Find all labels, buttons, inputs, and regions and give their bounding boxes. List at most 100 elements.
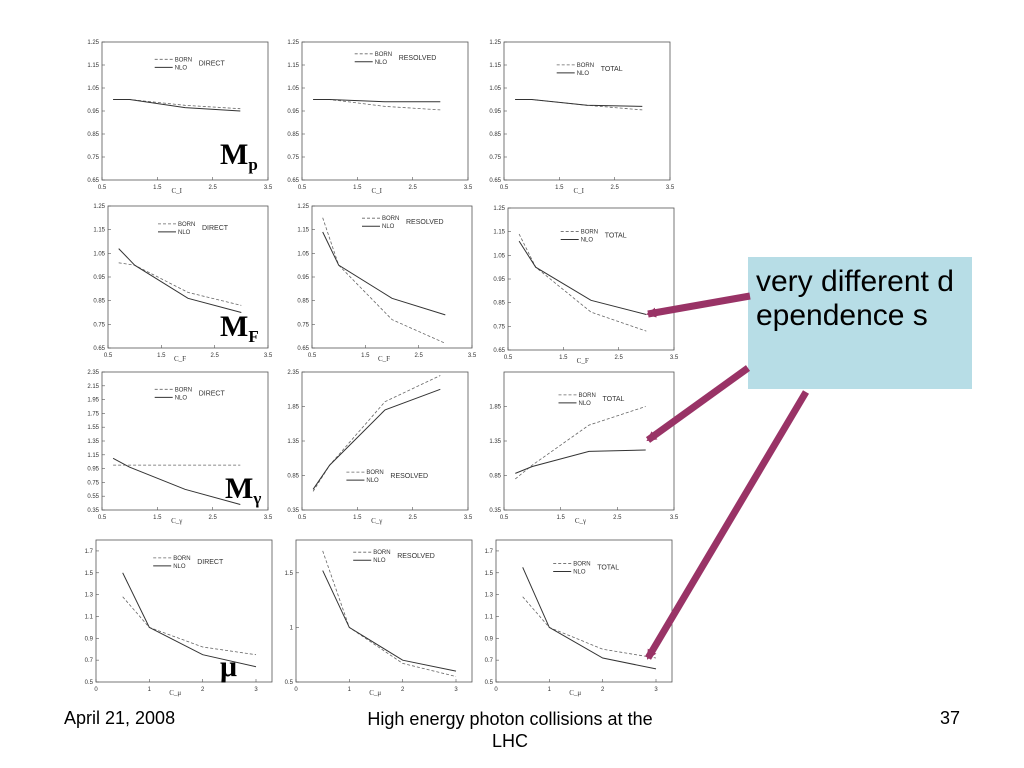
y-tick-label: 1.05: [489, 86, 501, 92]
chart-title: DIRECT: [199, 60, 226, 67]
chart-panel-MF-total: 0.65 0.75 0.85 0.95 1.05 1.15 1.25 0.5 1.5 2.5 3.5…: [493, 206, 679, 365]
x-axis-label: C_I: [573, 187, 584, 195]
chart-panel-Mgamma-direct: 0.35 0.55 0.75 0.95 1.15 1.35 1.55 1.75 1.95 2.15…: [87, 370, 273, 525]
y-tick-label: 1.05: [297, 251, 309, 257]
y-tick-label: 0.7: [485, 658, 494, 664]
x-tick-label: 2.5: [408, 515, 417, 521]
series-line-nlo: [322, 231, 446, 316]
x-tick-label: 2.5: [613, 515, 622, 521]
x-tick-label: 1: [348, 687, 352, 693]
y-tick-label: 0.75: [87, 480, 99, 486]
series-line-nlo: [122, 572, 257, 668]
series-line-nlo: [515, 449, 646, 474]
series-line-born: [322, 550, 457, 677]
series-line-born: [122, 596, 257, 656]
y-tick-label: 1.75: [87, 411, 99, 417]
x-tick-label: 0.5: [98, 515, 107, 521]
legend-born-label: BORN: [173, 556, 190, 562]
y-tick-label: 0.35: [287, 508, 299, 514]
y-tick-label: 1.35: [87, 439, 99, 445]
y-tick-label: 1.25: [489, 40, 501, 46]
legend-born-label: BORN: [175, 57, 192, 63]
legend-nlo-label: NLO: [579, 401, 592, 407]
y-tick-label: 0.85: [287, 132, 299, 138]
y-tick-label: 0.75: [87, 155, 99, 161]
y-tick-label: 1.15: [493, 230, 505, 236]
legend-nlo-label: NLO: [366, 478, 379, 484]
y-tick-label: 0.35: [489, 508, 501, 514]
legend-born-label: BORN: [373, 550, 390, 556]
y-tick-label: 0.75: [297, 322, 309, 328]
y-tick-label: 1.15: [287, 63, 299, 69]
chart-title: TOTAL: [601, 66, 623, 73]
y-tick-label: 0.95: [87, 467, 99, 473]
y-tick-label: 2.35: [87, 370, 99, 376]
y-tick-label: 1.25: [87, 40, 99, 46]
y-tick-label: 0.5: [285, 680, 294, 686]
scale-label-mp: Mp: [220, 138, 258, 174]
y-tick-label: 1.15: [87, 453, 99, 459]
x-tick-label: 3.5: [670, 355, 679, 361]
x-tick-label: 0.5: [500, 185, 509, 191]
x-tick-label: 2.5: [414, 353, 423, 359]
x-tick-label: 3.5: [264, 515, 273, 521]
x-tick-label: 2: [201, 687, 205, 693]
y-tick-label: 2.15: [87, 384, 99, 390]
plot-frame: [495, 539, 673, 683]
x-tick-label: 0: [494, 687, 498, 693]
x-axis-label: C_F: [174, 355, 186, 363]
chart-title: TOTAL: [603, 396, 625, 403]
legend-nlo-label: NLO: [175, 395, 188, 401]
x-tick-label: 3.5: [670, 515, 679, 521]
legend-nlo-label: NLO: [581, 238, 594, 244]
legend-born-label: BORN: [375, 52, 392, 58]
x-axis-label: C_μ: [569, 689, 581, 697]
legend-nlo-label: NLO: [175, 65, 188, 71]
chart-panel-Mp-resolved: 0.65 0.75 0.85 0.95 1.05 1.15 1.25 0.5 1.5 2.5 3.5…: [287, 40, 473, 195]
legend: BORN NLO RESOLVED: [362, 216, 444, 230]
legend-nlo-label: NLO: [577, 71, 590, 77]
legend-nlo-label: NLO: [382, 224, 395, 230]
y-tick-label: 1.5: [85, 571, 94, 577]
chart-panel-mu-resolved: 0.5 1 1.5 0 1 2 3 C_μ BORN NLO RESOLVED: [285, 539, 473, 697]
footer-title: High energy photon collisions at the LHC: [367, 709, 653, 751]
legend-born-label: BORN: [573, 562, 590, 568]
x-tick-label: 1.5: [157, 353, 166, 359]
y-tick-label: 0.75: [493, 324, 505, 330]
x-tick-label: 2.5: [614, 355, 623, 361]
plot-frame: [311, 205, 473, 349]
y-tick-label: 0.65: [493, 348, 505, 354]
plot-frame: [95, 539, 273, 683]
legend: BORN NLO RESOLVED: [354, 52, 436, 66]
legend: BORN NLO TOTAL: [556, 63, 623, 77]
y-tick-label: 0.85: [489, 132, 501, 138]
plot-frame: [107, 205, 269, 349]
series-line-nlo: [322, 570, 457, 672]
legend: BORN NLO DIRECT: [153, 556, 224, 570]
x-tick-label: 3: [454, 687, 458, 693]
x-tick-label: 3: [654, 687, 658, 693]
chart-panel-MF-resolved: 0.65 0.75 0.85 0.95 1.05 1.15 1.25 0.5 1.5 2.5 3.5…: [297, 204, 477, 363]
page-number: 37: [940, 708, 961, 728]
x-axis-label: C_γ: [575, 517, 586, 525]
y-tick-label: 0.5: [485, 680, 494, 686]
x-axis-label: C_I: [371, 187, 382, 195]
y-tick-label: 1.05: [493, 253, 505, 259]
y-tick-label: 1.05: [87, 86, 99, 92]
x-tick-label: 1.5: [153, 515, 162, 521]
y-tick-label: 1.35: [287, 439, 299, 445]
y-tick-label: 0.35: [87, 508, 99, 514]
y-tick-label: 0.9: [85, 636, 94, 642]
legend-born-label: BORN: [382, 216, 399, 222]
x-tick-label: 1.5: [353, 515, 362, 521]
series-line-born: [515, 406, 646, 480]
legend: BORN NLO RESOLVED: [353, 550, 435, 564]
plot-frame: [503, 41, 671, 181]
legend-nlo-label: NLO: [573, 570, 586, 576]
chart-panel-Mp-total: 0.65 0.75 0.85 0.95 1.05 1.15 1.25 0.5 1.5 2.5 3.5…: [489, 40, 675, 195]
series-line-born: [312, 375, 441, 492]
y-tick-label: 1.5: [285, 571, 294, 577]
y-tick-label: 0.95: [493, 277, 505, 283]
y-tick-label: 0.7: [85, 658, 94, 664]
